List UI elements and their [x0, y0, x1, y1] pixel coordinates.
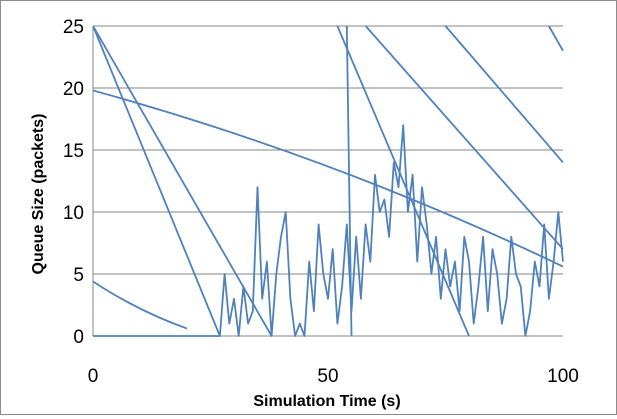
grid-lines: [92, 25, 563, 337]
y-tick-label: 0: [73, 327, 84, 348]
y-tick-label: 25: [63, 17, 84, 38]
series-line-4: [93, 25, 221, 337]
series-line-8: [345, 25, 353, 337]
series-line-6: [364, 25, 564, 250]
series-line-7: [444, 25, 564, 163]
x-tick-label: 50: [317, 366, 338, 387]
x-tick-label: 100: [547, 366, 579, 387]
y-tick-label: 15: [63, 141, 84, 162]
series-line-9: [548, 25, 564, 52]
x-tick-label: 0: [88, 366, 99, 387]
series-group: [93, 25, 564, 337]
series-line-0: [93, 124, 564, 337]
y-tick-label: 5: [73, 265, 84, 286]
y-tick-label: 20: [63, 79, 84, 100]
y-tick-labels: 0 5 10 15 20 25: [63, 17, 84, 348]
series-line-3: [93, 25, 273, 337]
y-tick-label: 10: [63, 203, 84, 224]
series-line-2: [93, 280, 188, 330]
x-axis-label: Simulation Time (s): [253, 393, 400, 410]
x-tick-labels: 0 50 100: [88, 366, 579, 387]
y-axis-label: Queue Size (packets): [30, 114, 47, 275]
series-line-1: [93, 89, 564, 268]
series-line-5: [336, 25, 470, 337]
